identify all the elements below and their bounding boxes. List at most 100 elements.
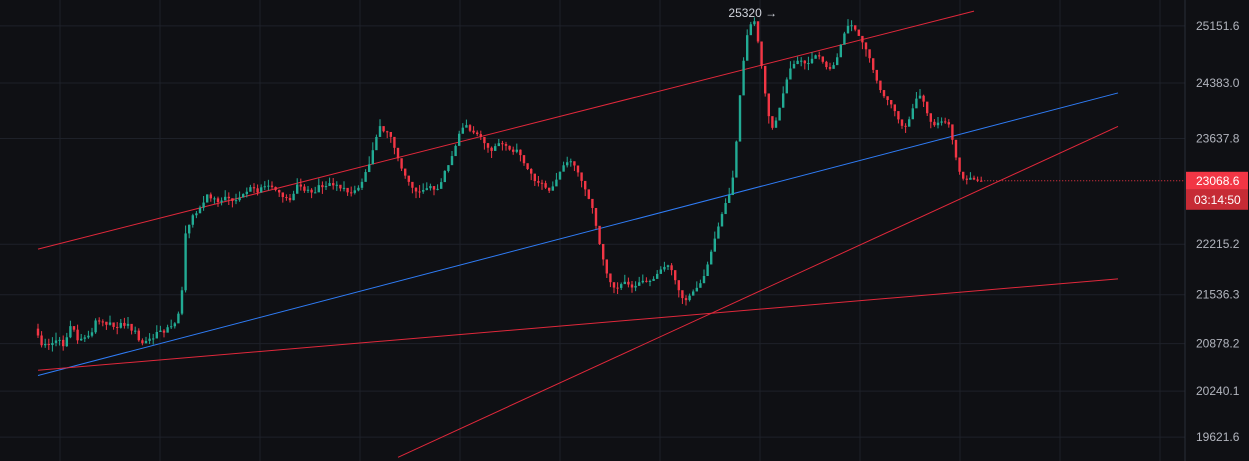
candle-body — [872, 58, 875, 70]
candle-body — [141, 340, 144, 344]
candle-body — [256, 188, 259, 193]
candle-body — [458, 133, 461, 146]
candle-body — [591, 198, 594, 208]
candle-body — [814, 55, 817, 59]
candle-body — [94, 320, 97, 333]
candle-body — [364, 172, 367, 182]
candle-body — [425, 188, 428, 190]
candle-body — [836, 57, 839, 66]
candle-body — [566, 162, 569, 166]
trendline-3[interactable] — [397, 125, 1119, 458]
candle-body — [317, 185, 320, 193]
trendline-1[interactable] — [37, 92, 1119, 376]
candle-body — [274, 186, 277, 190]
candle-body — [202, 202, 205, 208]
candle-body — [555, 179, 558, 187]
candle-body — [195, 213, 198, 216]
candle-body — [843, 33, 846, 45]
candle-body — [612, 282, 616, 288]
candle-body — [476, 132, 479, 135]
candle-body — [803, 60, 806, 64]
candle-body — [404, 168, 407, 176]
candle-body — [504, 144, 508, 146]
candle-body — [573, 161, 576, 166]
candle-body — [191, 215, 194, 225]
candle-body — [148, 338, 151, 341]
candle-body — [152, 338, 155, 340]
price-axis[interactable]: 25151.6 24383.0 23637.8 22215.2 21536.3 20878… — [1184, 0, 1240, 461]
candle-body — [51, 342, 54, 346]
candle-body — [706, 264, 709, 277]
candle-body — [411, 181, 414, 188]
candles — [36, 17, 983, 352]
candle-body — [188, 224, 191, 234]
candle-body — [774, 120, 778, 128]
candle-body — [144, 340, 148, 344]
candle-body — [602, 243, 605, 260]
candle-body — [638, 282, 641, 286]
candle-body — [465, 125, 468, 128]
candle-body — [515, 149, 518, 152]
candle-body — [278, 189, 281, 193]
candle-body — [170, 326, 173, 328]
candle-body — [69, 326, 72, 338]
trendline-0[interactable] — [37, 10, 975, 250]
candle-body — [681, 290, 684, 299]
candle-body — [821, 56, 824, 62]
candle-body — [911, 108, 914, 120]
candle-body — [483, 136, 486, 144]
candle-body — [688, 295, 691, 301]
candle-body — [728, 195, 731, 203]
candle-body — [738, 95, 742, 142]
candle-body — [368, 164, 371, 173]
candle-body — [335, 184, 338, 186]
candle-body — [209, 194, 212, 199]
candle-body — [159, 330, 162, 332]
candle-body — [339, 184, 342, 189]
candle-body — [494, 146, 497, 151]
candle-body — [771, 116, 774, 128]
candle-body — [947, 122, 950, 125]
candle-body — [652, 278, 655, 281]
countdown-tag — [1186, 189, 1248, 210]
candle-body — [616, 287, 619, 289]
candle-body — [245, 191, 248, 195]
candle-body — [839, 44, 842, 58]
candle-body — [886, 96, 889, 101]
candle-body — [929, 113, 932, 122]
candle-body — [54, 340, 58, 343]
candle-body — [299, 184, 302, 187]
candle-body — [360, 181, 364, 188]
candle-body — [508, 145, 511, 150]
price-tick-label: 19621.6 — [1196, 430, 1240, 444]
candle-body — [670, 265, 673, 271]
candle-body — [407, 175, 410, 182]
candle-body — [598, 225, 601, 244]
candle-body — [782, 93, 785, 108]
candle-body — [936, 122, 940, 126]
candle-body — [101, 321, 104, 323]
candle-body — [422, 189, 425, 192]
candle-body — [519, 149, 522, 156]
candle-body — [396, 147, 400, 159]
candle-body — [306, 189, 310, 191]
candle-body — [382, 126, 385, 132]
candle-body — [926, 101, 929, 114]
candle-body — [375, 136, 378, 151]
trendlines[interactable] — [37, 10, 1119, 458]
candle-body — [749, 24, 752, 36]
trendline-2[interactable] — [37, 278, 1119, 371]
candle-body — [576, 165, 580, 173]
last-price-tag — [1186, 171, 1248, 190]
grid — [0, 0, 1185, 461]
high-price-annotation: 25320 → — [728, 6, 777, 20]
candle-body — [216, 198, 220, 203]
candle-body — [468, 125, 472, 131]
candle-body — [630, 284, 634, 288]
candle-body — [36, 328, 40, 336]
candle-body — [206, 194, 209, 203]
candle-body — [825, 61, 828, 68]
candle-body — [746, 35, 749, 61]
